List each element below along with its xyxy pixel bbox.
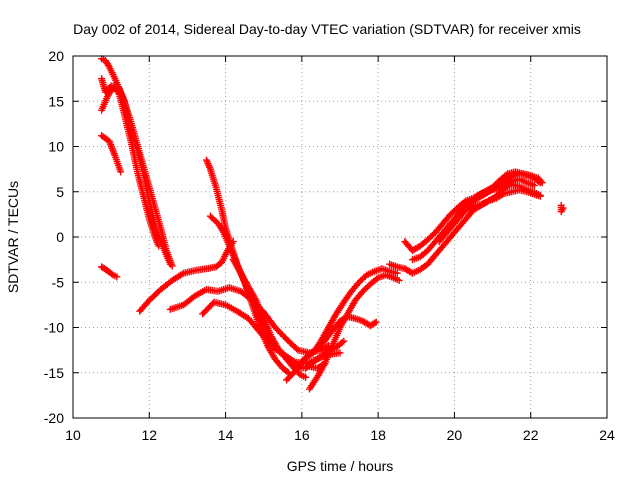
y-tick-label: -5 [52, 274, 65, 290]
x-tick-label: 12 [141, 427, 157, 443]
series-track-6 [136, 238, 237, 315]
data-point-marker [283, 368, 291, 376]
y-tick-label: -10 [44, 320, 64, 336]
data-point-marker [537, 177, 545, 185]
data-point-marker [371, 319, 379, 327]
series-track-20 [435, 168, 546, 246]
chart-title: Day 002 of 2014, Sidereal Day-to-day VTE… [73, 21, 581, 37]
x-tick-label: 10 [65, 427, 81, 443]
data-point-marker [155, 242, 163, 250]
data-point-marker [536, 192, 544, 200]
data-point-marker [302, 373, 310, 381]
y-tick-labels: -20 -15 -10 -5 0 5 10 15 20 [44, 48, 64, 426]
data-point-marker [538, 179, 546, 187]
data-points [98, 55, 567, 393]
series-track-14 [298, 313, 380, 366]
series-track-4 [98, 132, 125, 176]
data-point-marker [340, 337, 348, 345]
axis-ticks [72, 55, 608, 419]
series-track-5 [98, 263, 121, 281]
y-tick-label: -15 [44, 365, 64, 381]
data-point-marker [338, 338, 346, 346]
data-point-marker [395, 276, 403, 284]
x-tick-label: 18 [370, 427, 386, 443]
data-point-marker [372, 318, 380, 326]
y-tick-label: 20 [48, 48, 64, 64]
data-point-marker [531, 181, 539, 189]
data-point-marker [117, 168, 125, 176]
y-tick-label: 5 [56, 184, 64, 200]
data-point-marker [113, 273, 121, 281]
x-axis-label: GPS time / hours [287, 458, 394, 474]
y-tick-label: -20 [44, 410, 64, 426]
y-tick-label: 0 [56, 229, 64, 245]
series-track-3 [98, 84, 163, 250]
series-track-2 [98, 75, 174, 268]
y-axis-label: SDTVAR / TECUs [5, 181, 21, 293]
x-tick-label: 22 [523, 427, 539, 443]
x-tick-label: 16 [294, 427, 310, 443]
x-tick-label: 20 [447, 427, 463, 443]
y-tick-label: 15 [48, 93, 64, 109]
data-point-marker [559, 204, 567, 212]
x-tick-label: 14 [218, 427, 234, 443]
series-track-21 [557, 201, 567, 216]
x-tick-labels: 10 12 14 16 18 20 22 24 [65, 427, 615, 443]
data-point-marker [104, 61, 112, 69]
data-point-marker [336, 349, 344, 357]
data-point-marker [166, 260, 174, 268]
series-track-15 [302, 337, 348, 372]
x-tick-label: 24 [599, 427, 615, 443]
series-track-11 [229, 256, 329, 372]
series-track-10 [206, 212, 310, 381]
y-tick-label: 10 [48, 139, 64, 155]
data-point-marker [393, 269, 401, 277]
